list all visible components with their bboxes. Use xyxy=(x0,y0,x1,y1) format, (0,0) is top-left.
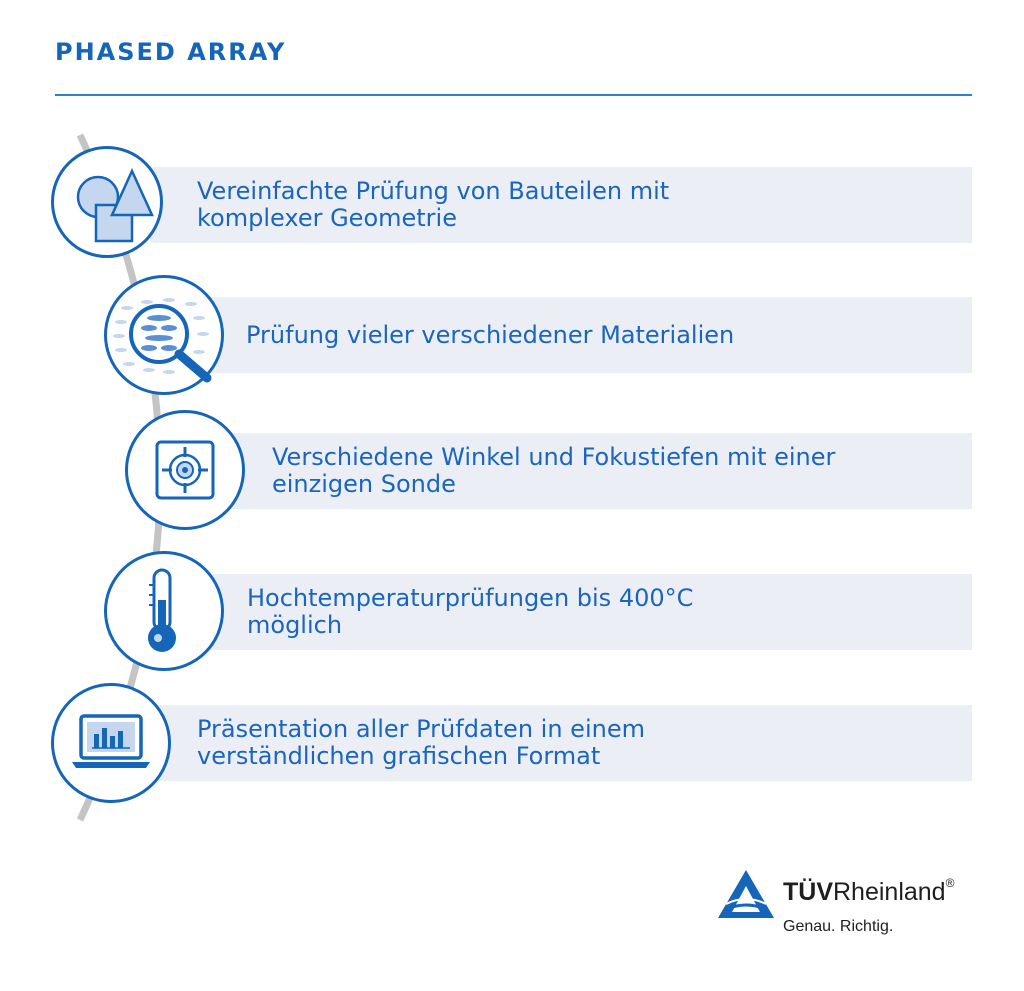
feature-band-5: Präsentation aller Prüfdaten in einem ve… xyxy=(152,705,972,781)
feature-icon-circle-4 xyxy=(104,551,224,671)
logo-tagline: Genau. Richtig. xyxy=(783,918,894,935)
feature-band-4: Hochtemperaturprüfungen bis 400°C möglic… xyxy=(205,574,972,650)
feature-text-5: Präsentation aller Prüfdaten in einem ve… xyxy=(197,715,645,770)
target-icon xyxy=(155,440,215,500)
feature-text-1: Vereinfachte Prüfung von Bauteilen mit k… xyxy=(197,177,670,232)
feature-icon-circle-1 xyxy=(51,146,163,258)
logo-registered: ® xyxy=(945,876,955,890)
magnifier-icon xyxy=(113,298,212,383)
feature-icon-circle-5 xyxy=(51,683,171,803)
logo-wordmark: TÜVRheinland® xyxy=(783,876,955,907)
feature-band-3: Verschiedene Winkel und Fokustiefen mit … xyxy=(225,433,972,509)
feature-text-2: Prüfung vieler verschiedener Materialien xyxy=(246,320,735,349)
title-divider xyxy=(55,94,972,96)
logo-name-regular: Rheinland xyxy=(833,878,946,906)
feature-text-3: Verschiedene Winkel und Fokustiefen mit … xyxy=(272,443,836,498)
feature-icon-circle-3 xyxy=(125,410,245,530)
tuv-logo-icon xyxy=(718,870,774,918)
laptop-chart-icon xyxy=(72,714,150,768)
feature-band-2: Prüfung vieler verschiedener Materialien xyxy=(200,297,972,373)
feature-icon-circle-2 xyxy=(104,275,224,395)
logo-name-bold: TÜV xyxy=(783,878,833,906)
feature-band-1: Vereinfachte Prüfung von Bauteilen mit k… xyxy=(150,167,972,243)
feature-text-4: Hochtemperaturprüfungen bis 400°C möglic… xyxy=(247,584,694,639)
page-title: PHASED ARRAY xyxy=(55,38,287,66)
thermometer-icon xyxy=(148,568,176,652)
shapes-icon xyxy=(76,167,154,243)
